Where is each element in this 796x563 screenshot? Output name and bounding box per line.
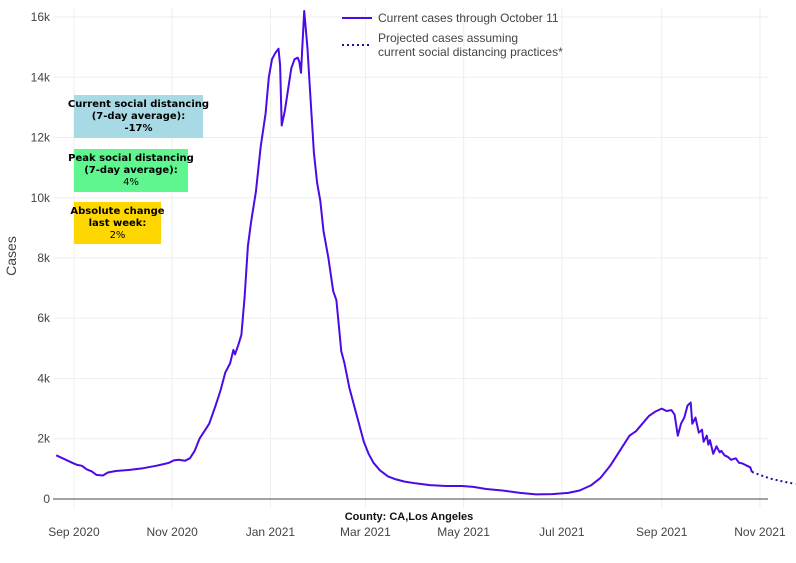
x-tick-label: May 2021 — [437, 525, 490, 539]
y-tick-label: 16k — [31, 10, 51, 24]
y-tick-label: 8k — [37, 251, 51, 265]
legend[interactable]: Current cases through October 11 Projecte… — [342, 11, 563, 59]
annotation-background — [74, 149, 188, 192]
annotation-line: 2% — [110, 230, 126, 241]
annotation-background — [74, 95, 203, 138]
axes: 0 2k 4k 6k 8k 10k 12k 14k 16k Sep 2020 Nov 2020 Jan… — [31, 10, 786, 539]
annotation-line: Absolute change — [70, 206, 164, 217]
annotation-line: last week: — [89, 218, 147, 229]
y-tick-label: 4k — [37, 371, 51, 385]
y-tick-label: 12k — [31, 131, 51, 145]
y-tick-label: 6k — [37, 311, 51, 325]
annotation-background — [74, 202, 161, 244]
annotation-line: 4% — [123, 177, 139, 188]
current-cases-line — [55, 10, 753, 496]
x-tick-label: Mar 2021 — [340, 525, 391, 539]
legend-label: Current cases through October 11 — [378, 11, 559, 25]
peak-distancing-box: Peak social distancing(7-day average):4% — [68, 149, 194, 192]
y-axis-label: Cases — [3, 236, 19, 276]
y-tick-label: 14k — [31, 70, 51, 84]
annotation-boxes: Current social distancing(7-day average)… — [68, 95, 209, 244]
y-tick-label: 0 — [43, 492, 50, 506]
annotation-line: -17% — [124, 123, 152, 134]
y-tick-label: 10k — [31, 191, 51, 205]
series-layer — [55, 10, 796, 496]
x-tick-label: Sep 2020 — [48, 525, 100, 539]
annotation-line: Peak social distancing — [68, 153, 194, 164]
legend-label: Projected cases assuming — [378, 31, 518, 45]
y-tick-label: 2k — [37, 432, 51, 446]
legend-label: current social distancing practices* — [378, 45, 563, 59]
x-axis-label: County: CA,Los Angeles — [345, 511, 474, 523]
x-tick-label: Jul 2021 — [539, 525, 585, 539]
annotation-line: Current social distancing — [68, 99, 209, 110]
x-tick-label: Sep 2021 — [636, 525, 688, 539]
projected-cases-line — [751, 470, 796, 485]
annotation-line: (7-day average): — [84, 165, 178, 176]
grid-layer — [53, 8, 768, 508]
x-tick-label: Nov 2020 — [146, 525, 198, 539]
current-distancing-box: Current social distancing(7-day average)… — [68, 95, 209, 138]
annotation-line: (7-day average): — [92, 111, 186, 122]
x-tick-label: Nov 2021 — [734, 525, 786, 539]
x-tick-label: Jan 2021 — [246, 525, 296, 539]
legend-item-current[interactable]: Current cases through October 11 — [342, 11, 559, 25]
